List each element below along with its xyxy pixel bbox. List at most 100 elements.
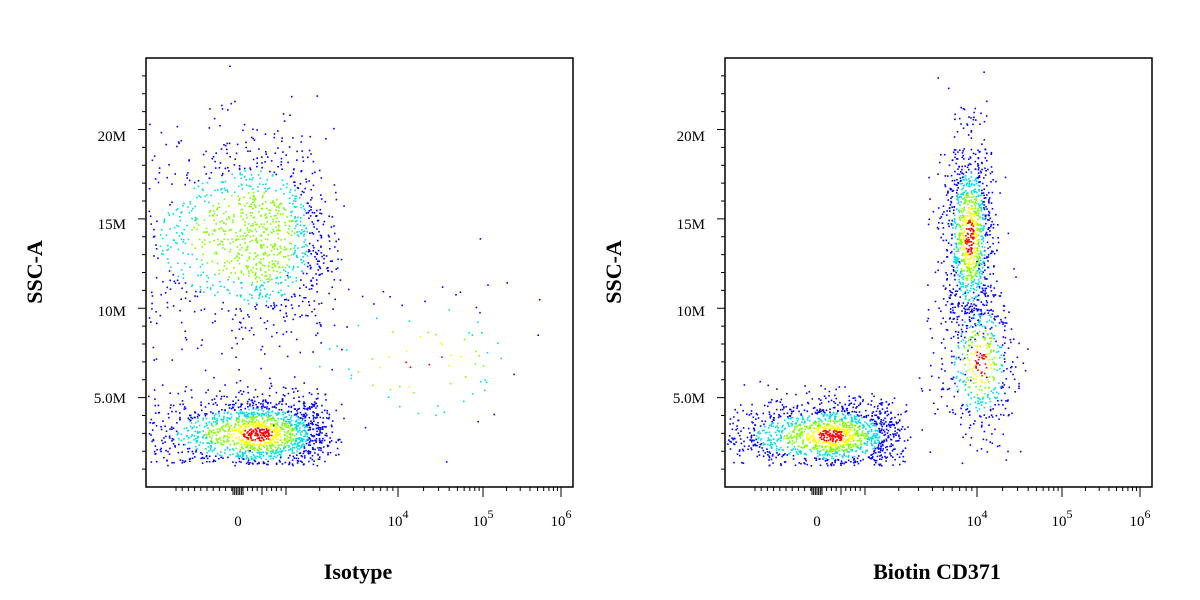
scatter-point xyxy=(194,456,196,458)
scatter-point xyxy=(964,258,966,260)
scatter-point xyxy=(331,420,334,422)
scatter-point xyxy=(830,424,833,427)
scatter-point xyxy=(952,212,955,215)
scatter-point xyxy=(763,404,766,407)
scatter-point xyxy=(826,430,829,433)
scatter-point xyxy=(250,136,253,139)
scatter-point xyxy=(267,442,270,444)
scatter-point xyxy=(779,401,781,403)
scatter-point xyxy=(245,416,247,418)
scatter-point xyxy=(240,287,243,289)
scatter-point xyxy=(837,410,839,413)
scatter-point xyxy=(895,422,898,425)
scatter-point xyxy=(255,424,257,427)
scatter-point xyxy=(818,445,821,447)
scatter-point xyxy=(298,438,300,440)
scatter-point xyxy=(770,439,772,441)
scatter-point xyxy=(291,388,294,390)
scatter-point xyxy=(801,447,804,449)
scatter-point xyxy=(195,290,197,293)
scatter-point xyxy=(256,419,258,421)
scatter-point xyxy=(320,237,323,239)
scatter-point xyxy=(212,412,214,415)
scatter-point xyxy=(970,267,973,270)
scatter-point xyxy=(229,156,231,158)
scatter-point xyxy=(881,408,884,410)
scatter-point xyxy=(979,204,981,207)
scatter-point xyxy=(308,304,311,306)
scatter-point xyxy=(851,426,854,428)
scatter-point xyxy=(246,456,248,459)
scatter-point xyxy=(265,412,267,414)
scatter-point xyxy=(819,464,822,467)
scatter-point xyxy=(885,421,887,423)
scatter-point xyxy=(250,399,253,402)
scatter-point xyxy=(886,432,889,434)
scatter-point xyxy=(243,429,246,432)
scatter-point xyxy=(281,424,283,427)
scatter-point xyxy=(965,325,968,327)
scatter-point xyxy=(798,429,801,432)
scatter-point xyxy=(336,267,339,269)
scatter-point xyxy=(942,298,945,300)
scatter-point xyxy=(294,181,296,183)
scatter-point xyxy=(866,444,868,447)
scatter-point xyxy=(747,427,750,430)
scatter-point xyxy=(320,302,323,304)
scatter-point xyxy=(307,262,310,264)
scatter-point xyxy=(750,439,753,442)
scatter-point xyxy=(763,425,766,428)
scatter-point xyxy=(270,414,272,417)
scatter-point xyxy=(208,429,210,432)
scatter-point xyxy=(210,446,213,448)
scatter-point xyxy=(843,409,846,412)
scatter-point xyxy=(877,416,880,419)
scatter-point xyxy=(792,458,795,460)
scatter-point xyxy=(177,141,180,143)
scatter-point xyxy=(248,293,251,296)
scatter-point xyxy=(877,446,880,448)
scatter-point xyxy=(863,442,866,444)
scatter-point xyxy=(973,203,976,205)
scatter-point xyxy=(309,408,311,410)
scatter-point xyxy=(213,252,216,255)
scatter-point xyxy=(196,196,198,199)
scatter-point xyxy=(188,418,191,421)
scatter-point xyxy=(239,172,241,174)
scatter-point xyxy=(770,415,772,417)
scatter-point xyxy=(194,219,196,222)
scatter-point xyxy=(992,237,994,239)
scatter-point xyxy=(303,401,305,403)
scatter-point xyxy=(824,425,826,428)
scatter-point xyxy=(160,447,162,450)
scatter-point xyxy=(867,414,870,417)
scatter-point xyxy=(304,243,307,246)
scatter-point xyxy=(215,223,217,225)
scatter-point xyxy=(247,425,250,428)
scatter-point xyxy=(742,427,745,429)
scatter-point xyxy=(295,280,298,282)
scatter-point xyxy=(448,365,450,367)
scatter-point xyxy=(772,453,774,456)
scatter-point xyxy=(240,177,243,180)
scatter-point xyxy=(961,172,963,174)
scatter-point xyxy=(210,442,213,444)
scatter-point xyxy=(485,381,488,384)
scatter-point xyxy=(829,439,832,441)
scatter-point xyxy=(212,156,215,158)
scatter-point xyxy=(248,272,250,275)
scatter-point xyxy=(155,311,157,313)
scatter-point xyxy=(967,228,970,231)
scatter-point xyxy=(320,177,323,179)
scatter-point xyxy=(257,434,260,436)
y-tick-label-15m: 15M xyxy=(98,217,126,233)
scatter-point xyxy=(980,227,982,230)
scatter-point xyxy=(296,234,299,236)
scatter-point xyxy=(977,299,980,301)
scatter-point xyxy=(855,446,858,448)
scatter-point xyxy=(262,413,264,415)
scatter-point xyxy=(865,434,868,436)
scatter-point xyxy=(845,444,848,446)
scatter-point xyxy=(806,419,809,421)
scatter-point xyxy=(278,229,280,232)
